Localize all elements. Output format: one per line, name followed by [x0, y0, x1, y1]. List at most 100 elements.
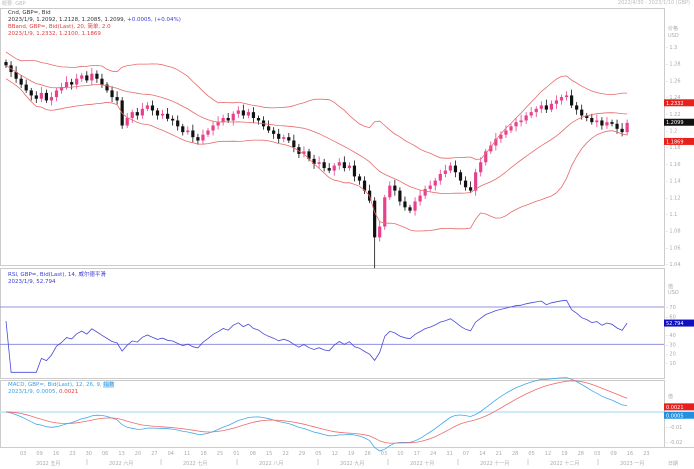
candle-down [408, 207, 412, 211]
candle-up [39, 92, 43, 99]
candle-down [24, 84, 28, 91]
macd-last-tag-bg [664, 411, 694, 419]
date-range: 2022/4/30 - 2023/1/10 (GBP) [617, 0, 690, 6]
candle-up [206, 130, 210, 135]
candle-down [453, 165, 458, 173]
x-month-label: 2023 一月 [620, 461, 644, 467]
x-day-tick: 16 [53, 451, 59, 457]
candle-down [585, 115, 589, 118]
candle-down [312, 158, 316, 164]
bband-lower-tag: 1.1869 [666, 139, 684, 145]
candle-down [105, 84, 109, 91]
candle-up [231, 113, 235, 121]
macd-tick: - -0.01 [666, 425, 682, 431]
macd-legend-title: MACD, GBP=, Bid(Last), 12, 26, 9, [8, 382, 102, 388]
candle-up [534, 108, 538, 113]
candle-down [322, 162, 326, 169]
price-tick: - 1.06 [666, 245, 681, 251]
candle-down [226, 117, 230, 121]
candle-up [474, 172, 478, 191]
rsi-line [5, 299, 628, 373]
rsi-legend-values: 2023/1/9, 52.794 [8, 279, 56, 285]
x-day-tick: 01 [233, 451, 239, 457]
x-day-tick: 26 [364, 451, 370, 457]
candle-up [80, 75, 84, 79]
x-day-tick: 07 [463, 451, 469, 457]
macd-line [5, 377, 628, 452]
main-legend: Cnd, GBP=, Bid 2023/1/9, 1.2092, 1.2128,… [8, 10, 181, 38]
candle-down [342, 162, 346, 169]
x-day-tick: 11 [184, 451, 190, 457]
candle-down [70, 82, 74, 85]
x-day-tick: 09 [36, 451, 42, 457]
last-price-tag: 1.2099 [666, 120, 684, 126]
last-price-tag-bg [664, 118, 694, 126]
candle-down [181, 126, 185, 133]
candle-up [65, 82, 69, 88]
candle-up [201, 134, 205, 141]
candle-up [448, 165, 452, 171]
candle-down [327, 168, 331, 171]
candle-up [302, 151, 306, 154]
candle-down [544, 105, 548, 110]
candle-up [246, 112, 250, 116]
candle-down [307, 151, 311, 159]
candle-down [277, 133, 281, 139]
candle-down [575, 105, 579, 110]
price-tick: - 1.16 [666, 162, 681, 168]
x-day-tick: 22 [282, 451, 288, 457]
x-axis-unit: 日期 [668, 461, 678, 467]
candle-down [398, 190, 402, 202]
candle-down [463, 180, 468, 188]
candle-down [292, 140, 296, 148]
candle-up [49, 97, 54, 101]
candle-down [267, 126, 271, 131]
candle-up [332, 165, 336, 171]
x-day-tick: 16 [627, 451, 633, 457]
price-tick: - 1.18 [666, 145, 681, 151]
candle-up [504, 130, 508, 135]
candle-down [373, 200, 377, 238]
candle-up [494, 138, 498, 146]
x-day-tick: 03 [381, 451, 387, 457]
candle-down [251, 112, 256, 118]
candle-down [352, 165, 357, 177]
candle-down [610, 122, 614, 124]
price-tick: - 1.12 [666, 195, 681, 201]
candle-up [514, 122, 518, 127]
price-tick: - 1.3 [666, 45, 677, 51]
price-tick: - 1.2 [666, 129, 677, 135]
candle-up [479, 162, 483, 173]
candle-up [559, 97, 564, 101]
candle-up [130, 112, 134, 118]
candle-legend-title: Cnd, GBP=, Bid [8, 10, 51, 16]
price-tick: - 1.22 [666, 112, 681, 118]
candle-down [357, 176, 362, 181]
candle-down [29, 90, 33, 96]
candle-down [241, 110, 245, 116]
candle-down [176, 120, 180, 127]
x-month-label: 2022 五月 [36, 461, 60, 467]
x-day-tick: 21 [496, 451, 502, 457]
macd-legend-tag: 指数 [103, 382, 115, 388]
macd-legend-values: 2023/1/9, 0.0005, [8, 389, 58, 395]
candle-down [570, 95, 574, 106]
candle-down [600, 120, 604, 126]
candle-up [499, 134, 503, 139]
candle-up [378, 226, 382, 238]
x-month-label: 2022 十二月 [550, 460, 579, 467]
price-tick: - 1.08 [666, 229, 681, 235]
macd-signal-tag-bg [664, 403, 694, 411]
candle-down [469, 187, 473, 191]
macd-legend-signal: 0.0021 [58, 389, 79, 395]
x-day-tick: 25 [217, 451, 223, 457]
price-tick: - 1.24 [666, 95, 681, 101]
x-day-tick: 18 [200, 451, 206, 457]
rsi-axis-unit: USD [668, 290, 679, 296]
bband-lower-tag-bg [664, 137, 694, 145]
candle-down [19, 78, 23, 85]
candle-down [590, 117, 594, 123]
candle-up [90, 73, 94, 81]
candle-down [196, 137, 200, 141]
